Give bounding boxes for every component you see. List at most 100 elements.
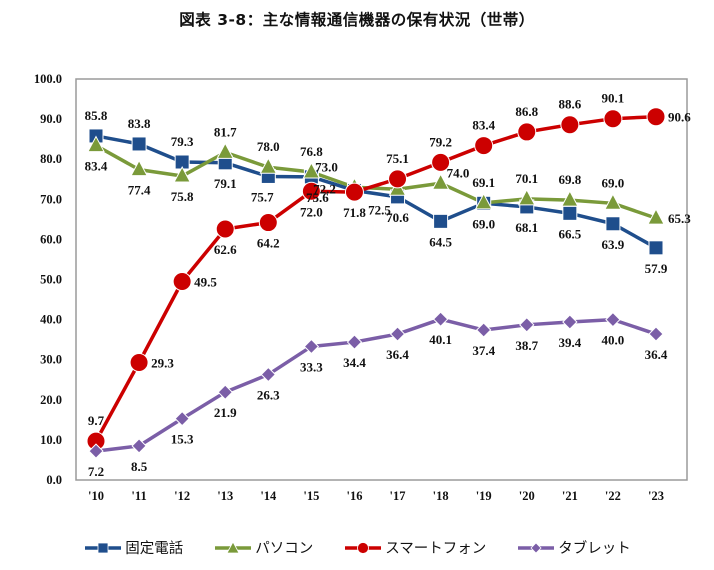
data-label: 83.8: [128, 116, 151, 131]
legend-item-3: タブレット: [516, 537, 631, 558]
plot-area-frame: [75, 78, 688, 481]
y-tick-label: 30.0: [40, 353, 62, 367]
data-point-circle: [258, 213, 278, 233]
data-point-diamond: [346, 334, 363, 350]
data-point-circle: [517, 122, 537, 142]
data-point-circle: [215, 219, 235, 239]
data-label: 64.2: [257, 236, 280, 251]
data-label: 69.0: [602, 175, 625, 190]
legend-label: パソコン: [255, 541, 314, 557]
x-tick-label: '23: [648, 489, 664, 503]
data-label: 83.4: [472, 118, 495, 133]
data-label: 70.1: [515, 171, 538, 186]
x-tick-label: '16: [346, 489, 362, 503]
x-tick-label: '19: [476, 489, 492, 503]
x-tick-label: '21: [562, 489, 578, 503]
chart-title: 図表 3-8：主な情報通信機器の保有状況（世帯）: [179, 11, 535, 29]
y-tick-label: 90.0: [40, 112, 62, 126]
legend-square-icon: [85, 542, 122, 553]
data-label: 69.0: [472, 216, 495, 231]
data-label: 69.8: [558, 172, 581, 187]
data-label: 75.1: [386, 151, 409, 166]
data-point-circle: [474, 136, 494, 156]
data-point-diamond: [260, 366, 277, 383]
data-label: 77.4: [128, 183, 151, 198]
data-point-diamond: [562, 314, 578, 330]
data-point-triangle: [474, 192, 493, 210]
data-point-circle: [301, 181, 321, 201]
data-point-circle: [172, 272, 192, 292]
data-point-diamond: [174, 410, 190, 427]
data-point-square: [648, 240, 664, 256]
data-point-circle: [646, 107, 666, 127]
series-line-1: [95, 144, 657, 220]
data-label: 33.3: [300, 359, 323, 374]
legend-triangle-icon: [215, 540, 252, 553]
data-label: 36.4: [386, 347, 409, 362]
y-tick-label: 10.0: [40, 433, 62, 447]
y-axis: 0.0 10.0 20.0 30.0 40.0 50.0 60.0 70.0 80.0 90.0 1…: [34, 72, 62, 487]
data-point-triangle: [259, 157, 278, 174]
y-tick-label: 0.0: [46, 473, 62, 487]
data-label: 68.1: [515, 220, 538, 235]
data-label: 71.8: [343, 205, 366, 220]
data-label: 7.2: [88, 464, 104, 479]
y-tick-label: 60.0: [40, 232, 62, 246]
y-tick-label: 40.0: [40, 313, 62, 327]
x-tick-label: '10: [88, 489, 104, 503]
data-label: 38.7: [515, 338, 538, 353]
x-tick-label: '18: [433, 489, 449, 503]
data-label: 72.5: [368, 202, 391, 217]
data-label: 21.9: [214, 405, 237, 420]
data-label: 63.9: [602, 237, 625, 252]
legend-label: タブレット: [558, 541, 631, 557]
data-point-triangle: [561, 190, 579, 207]
data-label: 72.2: [313, 181, 336, 196]
data-point-circle: [603, 109, 623, 129]
x-tick-label: '22: [605, 489, 621, 503]
data-point-circle: [388, 169, 408, 189]
line-chart: 0.0 10.0 20.0 30.0 40.0 50.0 60.0 70.0 80.0 90.0 1…: [34, 72, 692, 503]
data-point-circle: [344, 182, 364, 202]
data-point-diamond: [303, 338, 320, 355]
data-label: 49.5: [194, 275, 217, 290]
data-label: 64.5: [429, 234, 452, 249]
data-label: 79.1: [214, 176, 237, 191]
data-point-triangle: [216, 142, 235, 159]
data-label: 75.8: [171, 189, 194, 204]
data-point-square: [562, 205, 578, 221]
data-point-diamond: [605, 311, 621, 328]
data-label: 69.1: [472, 175, 495, 190]
y-tick-label: 100.0: [34, 72, 62, 86]
data-label: 40.0: [602, 333, 625, 348]
data-point-diamond: [519, 317, 535, 333]
data-label: 85.8: [85, 108, 108, 123]
data-point-triangle: [604, 193, 622, 210]
data-point-triangle: [647, 208, 665, 225]
data-point-diamond: [648, 326, 664, 342]
data-label: 40.1: [429, 332, 452, 347]
data-label: 78.0: [257, 139, 280, 154]
data-label: 62.6: [214, 242, 237, 257]
x-tick-label: '11: [131, 489, 146, 503]
y-tick-label: 50.0: [40, 273, 62, 287]
legend-label: 固定電話: [125, 541, 184, 557]
data-point-triangle: [130, 159, 148, 177]
data-point-diamond: [217, 384, 233, 400]
data-label: 74.0: [447, 165, 470, 180]
series-markers: [86, 107, 666, 459]
data-label: 39.4: [558, 335, 581, 350]
x-tick-label: '13: [217, 489, 233, 503]
data-label: 79.2: [429, 134, 452, 149]
legend: 固定電話 パソコン スマートフォン タブレット: [0, 537, 714, 558]
legend-diamond-icon: [518, 541, 555, 554]
data-point-diamond: [389, 326, 406, 342]
data-label: 75.7: [251, 189, 274, 204]
data-labels: 85.8 83.8 79.3 79.1 75.7 75.672.2 70.6 64.5 69.0…: [85, 91, 692, 479]
data-label: 79.3: [171, 134, 194, 149]
data-point-square: [433, 213, 449, 229]
data-point-circle: [129, 353, 149, 373]
legend-item-2: スマートフォン: [343, 537, 486, 558]
legend-item-1: パソコン: [213, 537, 313, 558]
data-label: 34.4: [343, 355, 366, 370]
